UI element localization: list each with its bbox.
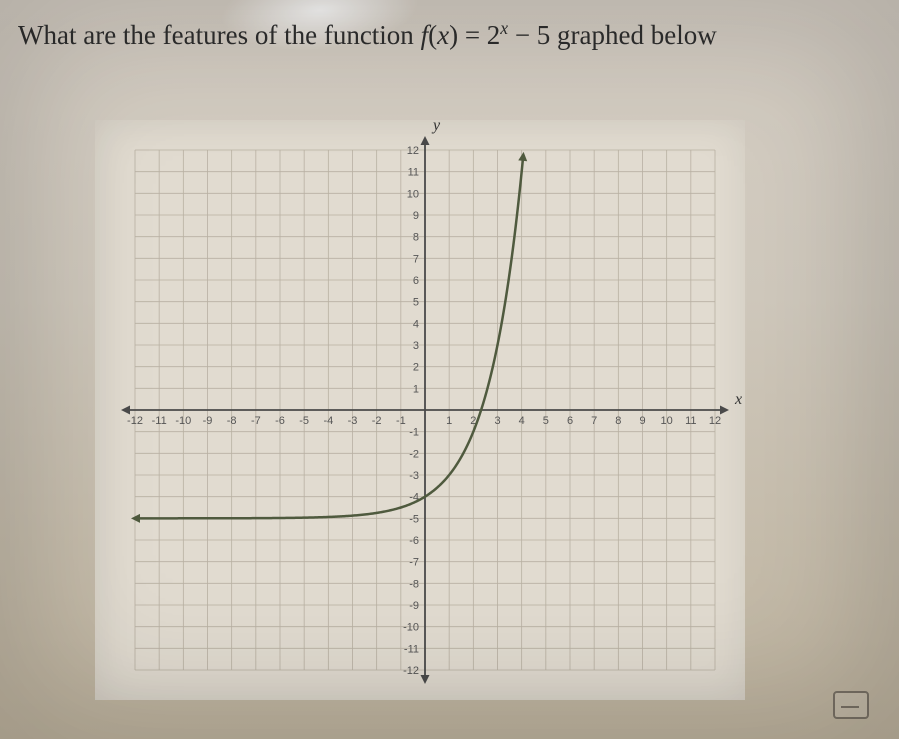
- svg-text:2: 2: [413, 362, 419, 374]
- svg-text:-10: -10: [403, 622, 419, 634]
- svg-text:-2: -2: [409, 448, 419, 460]
- svg-text:11: 11: [408, 167, 419, 179]
- svg-text:10: 10: [661, 415, 673, 427]
- svg-text:8: 8: [615, 415, 621, 427]
- svg-text:6: 6: [567, 415, 573, 427]
- equals-part: = 2: [458, 20, 500, 50]
- svg-text:9: 9: [639, 415, 645, 427]
- svg-text:4: 4: [413, 318, 419, 330]
- keyboard-icon[interactable]: [833, 691, 869, 719]
- svg-text:12: 12: [709, 415, 721, 427]
- svg-text:3: 3: [494, 415, 500, 427]
- tick-labels: -12-11-10-9-8-7-6-5-4-3-2-11234567891011…: [127, 145, 721, 677]
- svg-text:1: 1: [446, 415, 452, 427]
- svg-text:-12: -12: [127, 415, 143, 427]
- svg-text:-1: -1: [409, 427, 419, 439]
- svg-text:-8: -8: [409, 578, 419, 590]
- svg-text:-7: -7: [251, 415, 261, 427]
- svg-text:-12: -12: [403, 665, 419, 677]
- question-text: What are the features of the function f(…: [18, 18, 899, 51]
- svg-text:-11: -11: [404, 643, 419, 655]
- svg-text:-3: -3: [409, 470, 419, 482]
- y-axis-label: y: [431, 120, 441, 134]
- svg-text:-2: -2: [372, 415, 382, 427]
- svg-text:-3: -3: [348, 415, 358, 427]
- x-axis-label: x: [734, 391, 742, 408]
- svg-text:9: 9: [413, 210, 419, 222]
- svg-text:-11: -11: [152, 415, 167, 427]
- svg-text:-9: -9: [409, 600, 419, 612]
- svg-text:-6: -6: [409, 535, 419, 547]
- graph-panel: -12-11-10-9-8-7-6-5-4-3-2-11234567891011…: [95, 120, 745, 700]
- svg-text:5: 5: [413, 297, 419, 309]
- svg-text:-10: -10: [175, 415, 191, 427]
- svg-text:-5: -5: [299, 415, 309, 427]
- function-name: f: [421, 20, 429, 50]
- svg-text:-8: -8: [227, 415, 237, 427]
- svg-text:-6: -6: [275, 415, 285, 427]
- svg-text:7: 7: [591, 415, 597, 427]
- svg-text:5: 5: [543, 415, 549, 427]
- svg-text:12: 12: [407, 145, 419, 157]
- question-prefix: What are the features of the function: [18, 20, 421, 50]
- svg-text:6: 6: [413, 275, 419, 287]
- svg-text:10: 10: [407, 188, 419, 200]
- svg-text:8: 8: [413, 232, 419, 244]
- svg-text:-7: -7: [409, 557, 419, 569]
- graph-svg: -12-11-10-9-8-7-6-5-4-3-2-11234567891011…: [95, 120, 745, 700]
- svg-text:-9: -9: [203, 415, 213, 427]
- svg-text:11: 11: [685, 415, 696, 427]
- svg-text:-5: -5: [409, 513, 419, 525]
- function-curve: [135, 159, 523, 518]
- exponent: x: [500, 18, 508, 38]
- question-suffix: − 5 graphed below: [508, 20, 717, 50]
- axes: [123, 138, 727, 682]
- svg-text:1: 1: [413, 383, 419, 395]
- svg-text:7: 7: [413, 253, 419, 265]
- svg-text:3: 3: [413, 340, 419, 352]
- svg-text:-1: -1: [396, 415, 406, 427]
- svg-text:-4: -4: [323, 415, 333, 427]
- function-arg: x: [437, 20, 449, 50]
- svg-text:4: 4: [519, 415, 525, 427]
